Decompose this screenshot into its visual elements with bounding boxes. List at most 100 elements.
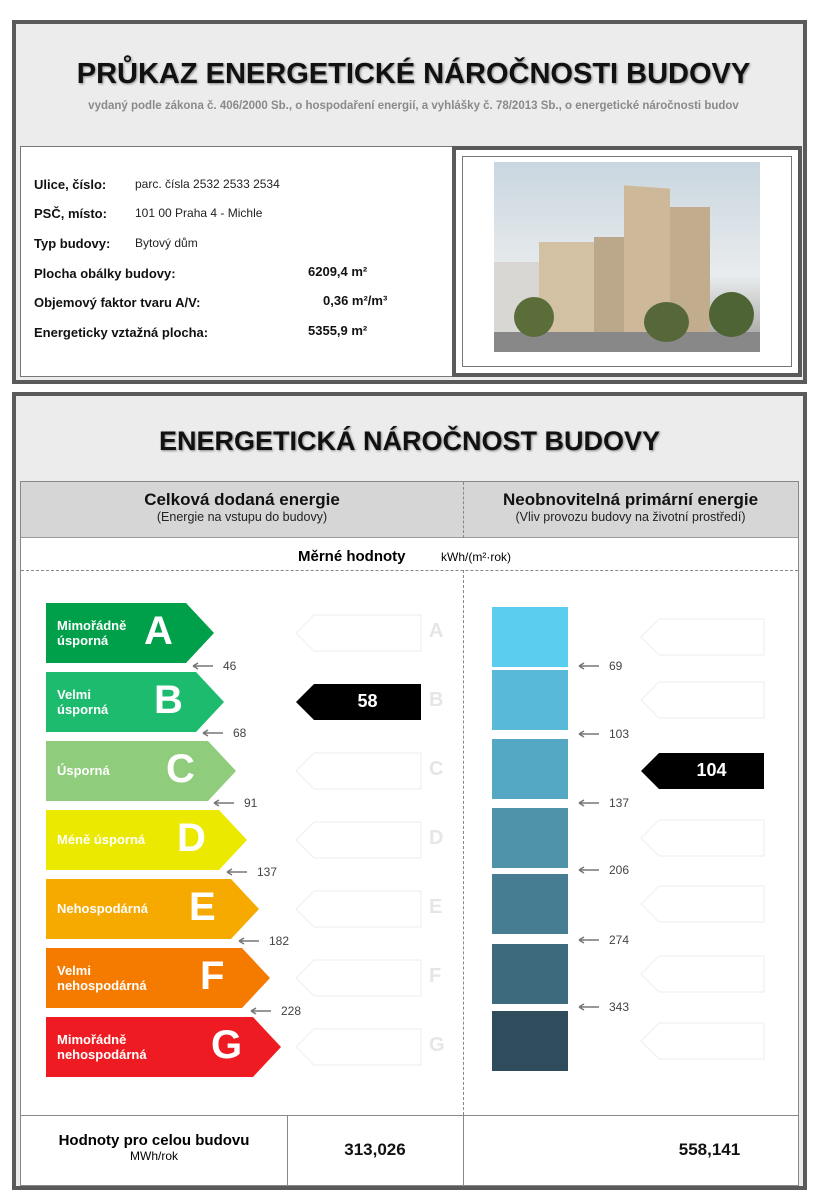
- class-label: Velmi úsporná: [57, 687, 109, 717]
- specific-values-label: Měrné hodnoty: [298, 548, 406, 565]
- left-faint-letter: B: [429, 689, 444, 711]
- threshold-arrow-icon: [202, 729, 223, 737]
- threshold-arrow-icon: [226, 868, 247, 876]
- building-photo-frame: [452, 146, 802, 377]
- street-value: parc. čísla 2532 2533 2534: [135, 177, 280, 191]
- left-indicator-d: [295, 821, 422, 859]
- right-class-value: 104: [696, 760, 727, 780]
- threshold-arrow-icon: [578, 936, 599, 944]
- class-letter: G: [211, 1023, 243, 1067]
- energy-class-e-bar: [46, 879, 259, 939]
- left-indicator-c: [295, 752, 422, 790]
- energy-rating-section: ENERGETICKÁ NÁROČNOST BUDOVY Celková dod…: [12, 392, 807, 1190]
- envelope-value: 6209,4 m²: [308, 264, 368, 279]
- threshold-arrow-icon: [578, 730, 599, 738]
- class-letter: B: [154, 678, 183, 722]
- class-letter: D: [177, 816, 206, 860]
- left-threshold: 228: [281, 1004, 302, 1018]
- class-label: Mimořádně nehospodárná: [57, 1032, 147, 1062]
- right-threshold: 137: [609, 796, 630, 810]
- left-faint-letter: A: [429, 620, 444, 642]
- right-indicator-g: [640, 1022, 765, 1060]
- left-threshold: 68: [233, 726, 247, 740]
- city-label: PSČ, místo:: [34, 206, 107, 221]
- energy-class-d-bar: [46, 810, 247, 870]
- class-label: Velmi nehospodárná: [57, 963, 147, 993]
- envelope-label: Plocha obálky budovy:: [34, 266, 176, 281]
- left-faint-letter: F: [429, 965, 442, 987]
- left-column-subtitle: (Energie na vstupu do budovy): [156, 510, 328, 524]
- class-letter: A: [144, 609, 173, 653]
- right-indicator-b: [640, 681, 765, 719]
- threshold-arrow-icon: [192, 662, 213, 670]
- area-value: 5355,9 m²: [308, 323, 368, 338]
- right-threshold: 103: [609, 727, 630, 741]
- building-info: Ulice, číslo: parc. čísla 2532 2533 2534…: [20, 146, 454, 377]
- left-faint-letter: G: [429, 1034, 445, 1056]
- energy-class-b-bar: [46, 672, 224, 732]
- left-threshold: 137: [257, 865, 278, 879]
- primary-energy-class-b-block: [492, 670, 568, 730]
- primary-energy-class-e-block: [492, 874, 568, 934]
- primary-energy-class-c-block: [492, 739, 568, 799]
- class-letter: E: [189, 885, 216, 929]
- threshold-arrow-icon: [238, 937, 259, 945]
- threshold-arrow-icon: [250, 1007, 271, 1015]
- class-letter: C: [166, 747, 195, 791]
- left-threshold: 182: [269, 934, 290, 948]
- left-indicator-a: [295, 614, 422, 652]
- class-letter: F: [200, 954, 225, 998]
- threshold-arrow-icon: [578, 1003, 599, 1011]
- left-threshold: 91: [244, 796, 258, 810]
- factor-label: Objemový faktor tvaru A/V:: [34, 295, 201, 310]
- right-indicator-f: [640, 955, 765, 993]
- certificate-title: PRŮKAZ ENERGETICKÉ NÁROČNOSTI BUDOVY: [76, 58, 751, 90]
- left-indicator-e: [295, 890, 422, 928]
- class-label: Nehospodárná: [57, 901, 149, 916]
- class-label: Mimořádně úsporná: [57, 618, 127, 648]
- total-label: Hodnoty pro celou budovu: [58, 1132, 250, 1149]
- energy-class-f-bar: [46, 948, 270, 1008]
- primary-energy-class-a-block: [492, 607, 568, 667]
- left-threshold: 46: [223, 659, 237, 673]
- energy-class-a-bar: [46, 603, 214, 663]
- threshold-arrow-icon: [578, 662, 599, 670]
- right-indicator-c: [641, 753, 764, 789]
- rating-scale: Mimořádně úsporná A A Velmi úsporná B 58 B Úspo…: [21, 482, 798, 1115]
- right-column-title: Neobnovitelná primární energie: [502, 490, 759, 509]
- right-threshold: 69: [609, 659, 623, 673]
- specific-values-unit: kWh/(m²·rok): [441, 550, 511, 564]
- right-threshold: 206: [609, 863, 630, 877]
- energy-class-c-bar: [46, 741, 236, 801]
- type-label: Typ budovy:: [34, 236, 111, 251]
- left-faint-letter: D: [429, 827, 444, 849]
- energy-class-g-bar: [46, 1017, 281, 1077]
- left-faint-letter: E: [429, 896, 443, 918]
- city-value: 101 00 Praha 4 - Michle: [135, 206, 263, 220]
- class-label: Méně úsporná: [57, 832, 146, 847]
- certificate-header: PRŮKAZ ENERGETICKÉ NÁROČNOSTI BUDOVY vyd…: [12, 20, 807, 384]
- class-label: Úsporná: [57, 763, 110, 778]
- rating-title: ENERGETICKÁ NÁROČNOST BUDOVY: [158, 426, 661, 456]
- threshold-arrow-icon: [213, 799, 234, 807]
- total-unit: MWh/rok: [130, 1149, 178, 1163]
- primary-energy-class-g-block: [492, 1011, 568, 1071]
- threshold-arrow-icon: [578, 866, 599, 874]
- left-total-value: 313,026: [344, 1140, 406, 1159]
- primary-energy-class-d-block: [492, 808, 568, 868]
- left-indicator-b: [296, 684, 421, 720]
- building-photo: [494, 162, 760, 352]
- area-label: Energeticky vztažná plocha:: [34, 325, 209, 340]
- left-indicator-g: [295, 1028, 422, 1066]
- left-class-value: 58: [357, 691, 378, 711]
- right-threshold: 274: [609, 933, 630, 947]
- primary-energy-class-f-block: [492, 944, 568, 1004]
- left-indicator-f: [295, 959, 422, 997]
- right-threshold: 343: [609, 1000, 630, 1014]
- certificate-subtitle: vydaný podle zákona č. 406/2000 Sb., o h…: [88, 100, 739, 112]
- right-indicator-e: [640, 885, 765, 923]
- factor-value: 0,36 m²/m³: [323, 293, 388, 308]
- right-indicator-d: [640, 819, 765, 857]
- right-indicator-a: [640, 618, 765, 656]
- left-faint-letter: C: [429, 758, 444, 780]
